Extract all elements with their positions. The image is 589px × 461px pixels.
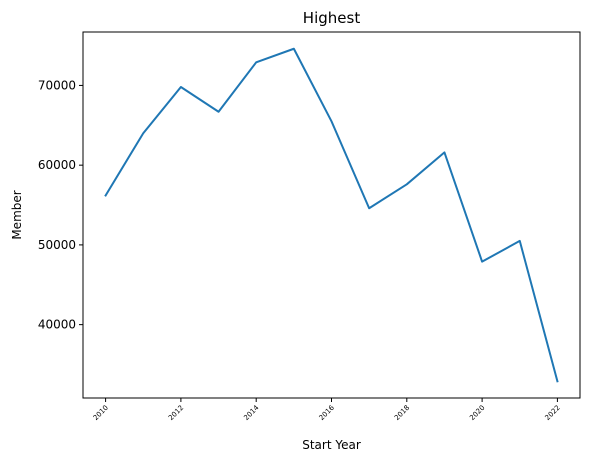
x-tick-label: 2010	[92, 404, 110, 422]
x-tick-label: 2012	[167, 404, 185, 422]
chart-title: Highest	[303, 9, 361, 27]
y-tick-label: 50000	[38, 238, 76, 252]
x-tick-label: 2022	[544, 404, 562, 422]
y-tick-label: 40000	[38, 318, 76, 332]
x-tick-label: 2016	[318, 403, 337, 422]
plot-area	[83, 32, 580, 398]
y-axis-label: Member	[10, 190, 24, 239]
x-axis-label: Start Year	[302, 438, 361, 452]
x-axis-ticks: 2010 2012 2014 2016 2018 2020 2022	[92, 398, 562, 422]
y-tick-label: 70000	[38, 78, 76, 92]
plot-frame	[82, 31, 581, 399]
x-tick-label: 2018	[393, 404, 411, 422]
y-tick-label: 60000	[38, 158, 76, 172]
series-group	[104, 47, 559, 383]
x-tick-label: 2014	[242, 403, 261, 422]
y-axis-ticks: 40000 50000 60000 70000	[38, 78, 83, 332]
x-tick-label: 2020	[468, 404, 486, 422]
